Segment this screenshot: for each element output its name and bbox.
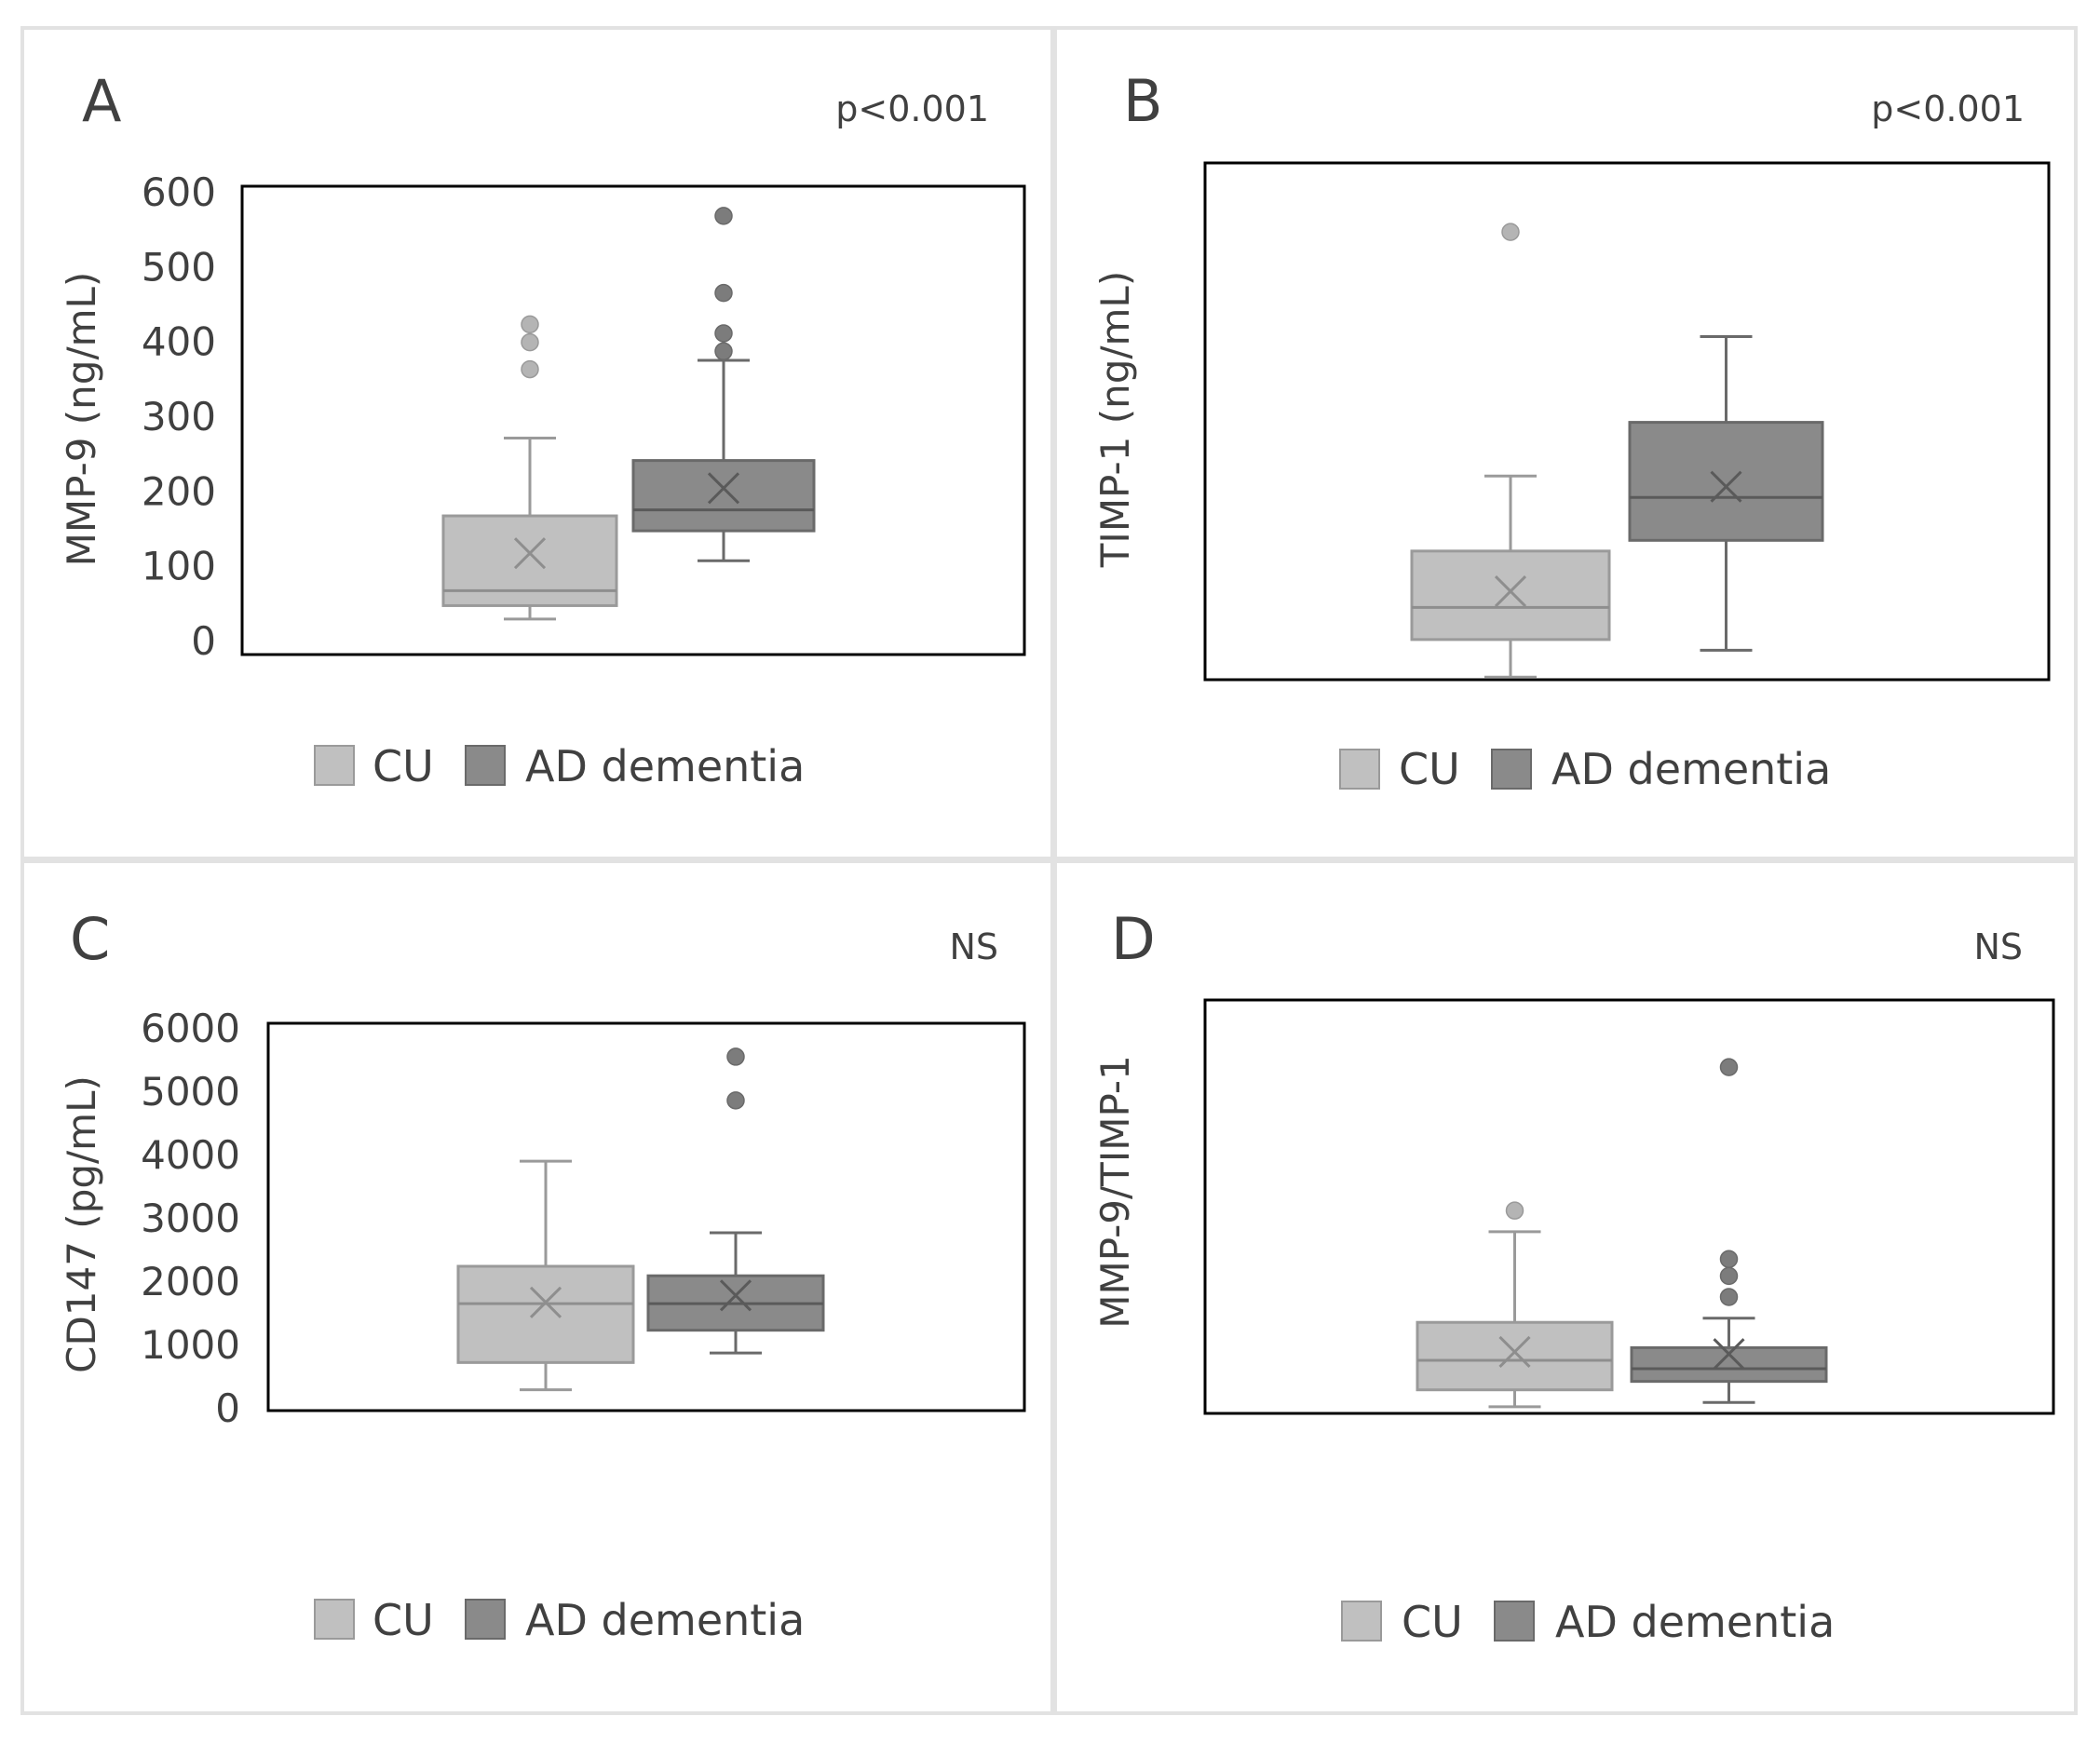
panel-c-legend-label-ad: AD dementia <box>525 1595 805 1645</box>
panel-c-legend-label-cu: CU <box>373 1595 434 1645</box>
panel-a-y-tick-label: 400 <box>142 319 216 365</box>
panel-a-significance: p<0.001 <box>835 88 989 129</box>
panel-c-cu-box <box>456 1264 635 1364</box>
panel-d-legend-swatch-ad <box>1494 1601 1535 1642</box>
panel-a-legend-swatch-cu <box>314 745 355 786</box>
panel-c: C NS 0 1000 2000 3000 4000 5000 6000 CD147 (pg… <box>20 859 1054 1715</box>
panel-a-y-axis-label: MMP-9 (ng/mL) <box>59 272 104 567</box>
panel-c-plot-area <box>266 1021 1026 1412</box>
panel-d-ad-outlier <box>1719 1058 1739 1076</box>
panel-a-legend: CU AD dementia <box>314 741 805 791</box>
panel-a-legend-label-ad: AD dementia <box>525 741 805 791</box>
panel-d-ad-box <box>1630 1345 1828 1384</box>
panel-d: D NS MMP-9/TIMP-1 CU AD dementia <box>1053 859 2078 1715</box>
panel-d-ad-outlier <box>1719 1266 1739 1286</box>
panel-c-legend: CU AD dementia <box>314 1595 805 1645</box>
panel-c-marks: 0 1000 2000 3000 4000 5000 6000 <box>141 1006 825 1431</box>
panel-d-cu-mean-marker <box>1498 1335 1531 1368</box>
panel-a-cu-outlier <box>521 332 539 352</box>
panel-a-y-tick-label: 300 <box>142 394 216 439</box>
panel-c-y-tick-label: 3000 <box>141 1196 240 1241</box>
panel-c-y-tick-label: 1000 <box>141 1322 240 1368</box>
panel-a: A p<0.001 0 100 200 300 400 500 600 MMP-9 (ng/… <box>20 26 1054 860</box>
panel-a-y-tick-label: 600 <box>142 169 216 215</box>
panel-d-legend: CU AD dementia <box>1341 1597 1835 1647</box>
panel-c-y-axis-label: CD147 (pg/mL) <box>59 1075 104 1373</box>
panel-a-legend-label-cu: CU <box>373 741 434 791</box>
panel-d-ad-outlier <box>1719 1250 1739 1269</box>
panel-a-cu-outlier <box>521 359 539 379</box>
panel-b-marks <box>1410 223 1824 679</box>
panel-c-y-tick-label: 5000 <box>141 1069 240 1115</box>
panel-d-ad-mean-marker <box>1713 1338 1745 1371</box>
panel-c-significance: NS <box>949 926 998 967</box>
panel-a-y-tick-label: 100 <box>142 544 216 589</box>
panel-b-legend-label-cu: CU <box>1399 744 1460 794</box>
panel-c-legend-swatch-cu <box>314 1599 355 1640</box>
panel-a-ad-outlier <box>714 283 733 303</box>
panel-d-y-axis-label: MMP-9/TIMP-1 <box>1092 1055 1138 1328</box>
panel-d-cu-box <box>1416 1320 1614 1392</box>
panel-d-marks <box>1416 1058 1828 1409</box>
panel-a-y-tick-label: 200 <box>142 468 216 514</box>
panel-d-ad-outlier <box>1719 1288 1739 1306</box>
panel-c-ad-outlier <box>726 1091 745 1110</box>
panel-b-plot-area <box>1203 161 2051 682</box>
panel-a-letter: A <box>82 67 121 135</box>
panel-a-cu-outlier <box>521 315 539 334</box>
panel-b-legend-swatch-cu <box>1339 749 1380 790</box>
panel-a-marks: 0 100 200 300 400 500 600 <box>142 169 816 664</box>
panel-c-y-tick-label: 6000 <box>141 1006 240 1051</box>
panel-b-ad-box <box>1628 421 1824 542</box>
panel-b-legend-label-ad: AD dementia <box>1551 744 1831 794</box>
panel-a-ad-outlier <box>714 207 733 225</box>
panel-d-legend-swatch-cu <box>1341 1601 1382 1642</box>
panel-b-letter: B <box>1123 67 1163 135</box>
panel-a-legend-swatch-ad <box>465 745 506 786</box>
panel-a-y-tick-label: 0 <box>191 618 216 664</box>
panel-d-plot-area <box>1203 998 2055 1415</box>
panel-c-ad-mean-marker <box>719 1279 752 1312</box>
panel-d-cu-outlier <box>1505 1201 1524 1220</box>
panel-a-ad-outlier <box>714 342 733 361</box>
panel-b-ad-mean-marker <box>1710 470 1742 503</box>
panel-b-legend-swatch-ad <box>1491 749 1532 790</box>
panel-a-plot-area <box>240 184 1026 656</box>
panel-c-letter: C <box>70 905 110 973</box>
panel-c-cu-mean-marker <box>529 1286 562 1318</box>
panel-c-y-tick-label: 2000 <box>141 1259 240 1304</box>
panel-a-ad-outlier <box>714 324 733 343</box>
panel-a-y-tick-label: 500 <box>142 244 216 290</box>
panel-b-cu-mean-marker <box>1494 574 1527 608</box>
panel-a-ad-box <box>631 459 816 533</box>
panel-b-legend: CU AD dementia <box>1339 744 1831 794</box>
panel-c-ad-outlier <box>726 1047 745 1066</box>
panel-d-legend-label-ad: AD dementia <box>1555 1597 1835 1647</box>
panel-c-y-tick-label: 0 <box>215 1385 240 1431</box>
panel-a-cu-box <box>441 514 618 607</box>
panel-d-letter: D <box>1111 905 1156 973</box>
panel-b: B p<0.001 TIMP-1 (ng/mL) CU AD dementia <box>1053 26 2078 860</box>
panel-a-cu-mean-marker <box>513 537 547 570</box>
panel-d-legend-label-cu: CU <box>1402 1597 1463 1647</box>
panel-a-ad-mean-marker <box>707 472 740 505</box>
panel-b-y-axis-label: TIMP-1 (ng/mL) <box>1092 271 1138 568</box>
panel-b-significance: p<0.001 <box>1871 88 2025 129</box>
panel-d-significance: NS <box>1973 926 2023 967</box>
panel-b-cu-outlier <box>1501 223 1520 241</box>
panel-c-y-tick-label: 4000 <box>141 1132 240 1178</box>
panel-b-cu-box <box>1410 549 1611 642</box>
panel-c-legend-swatch-ad <box>465 1599 506 1640</box>
